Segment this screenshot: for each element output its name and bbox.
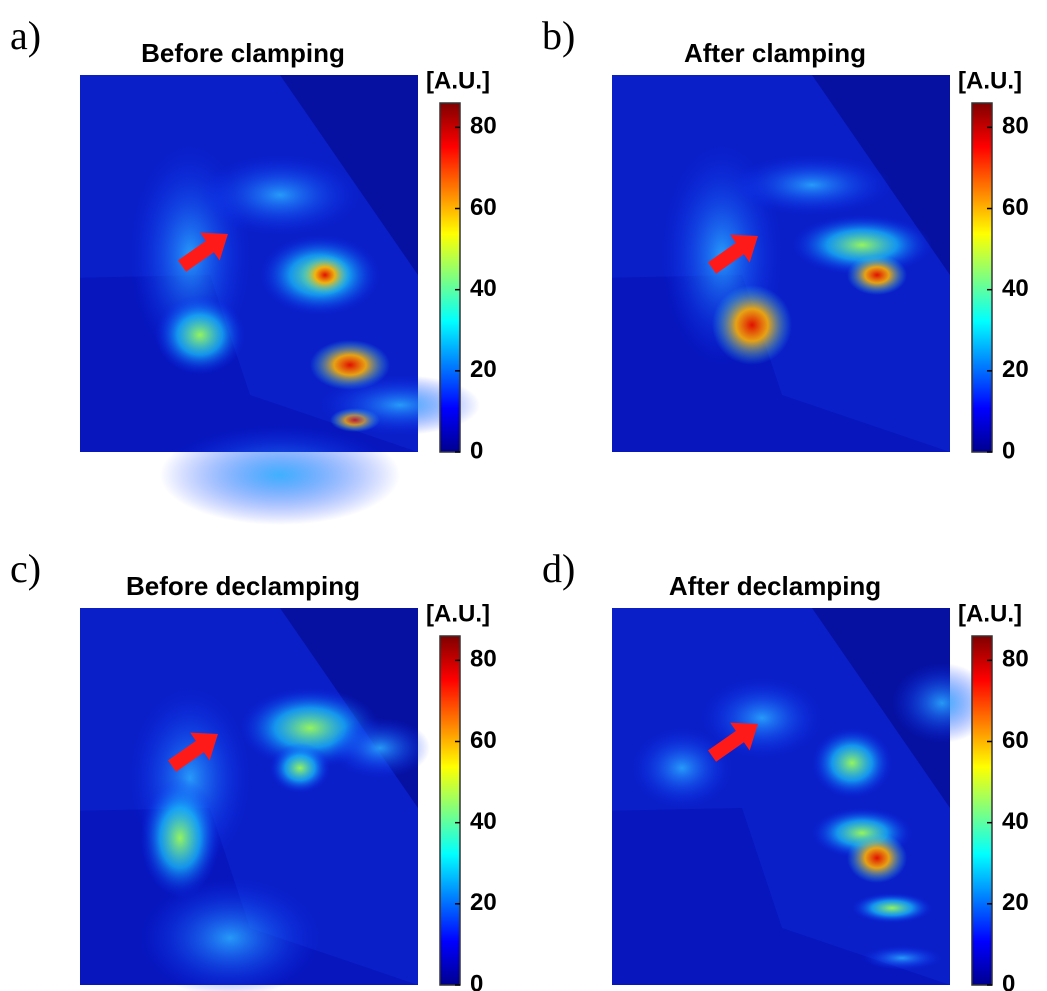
colorbar-label: [A.U.]	[958, 600, 1022, 627]
colorbar	[439, 102, 461, 453]
tick-label: 80	[470, 646, 497, 673]
panel: b) After clamping [A.U.] 0 20 40 60 80	[542, 13, 1029, 464]
colorbar-label: [A.U.]	[426, 600, 490, 627]
panel-label: b)	[542, 13, 575, 58]
panel: c) Before declamping [A.U.] 0 20 40 60 80	[10, 546, 497, 991]
tick-label: 80	[1002, 113, 1029, 140]
heatmap-texture	[812, 728, 892, 798]
tick-label: 20	[470, 356, 497, 383]
heatmap-texture	[892, 663, 992, 743]
heatmap-texture	[847, 833, 907, 883]
tick-label: 80	[1002, 646, 1029, 673]
tick-label: 20	[1002, 356, 1029, 383]
colorbar	[971, 102, 993, 453]
heatmap-texture	[792, 215, 932, 275]
heatmap-texture	[140, 778, 220, 898]
tick-label: 0	[470, 437, 483, 464]
colorbar-label: [A.U.]	[426, 67, 490, 94]
tick-label: 40	[1002, 808, 1029, 835]
colorbar	[439, 635, 461, 986]
tick-label: 60	[470, 727, 497, 754]
heatmap-texture	[862, 946, 942, 970]
panel-title: Before declamping	[126, 571, 360, 601]
tick-label: 0	[1002, 437, 1015, 464]
arrow	[708, 722, 758, 762]
tick-label: 20	[470, 889, 497, 916]
heatmap-texture	[300, 255, 350, 295]
heatmap-texture	[632, 728, 732, 808]
tick-label: 0	[1002, 970, 1015, 991]
tick-label: 40	[470, 808, 497, 835]
tick-label: 60	[1002, 194, 1029, 221]
tick-label: 0	[470, 970, 483, 991]
arrow	[168, 732, 218, 772]
panel-title: After declamping	[669, 571, 881, 601]
tick-label: 20	[1002, 889, 1029, 916]
heatmap-texture	[852, 893, 932, 923]
tick-label: 60	[470, 194, 497, 221]
panel-label: c)	[10, 546, 41, 591]
panel-label: a)	[10, 13, 41, 58]
panel: d) After declamping [A.U.] 0 20 40 60 80	[542, 546, 1029, 991]
panel-label: d)	[542, 546, 575, 591]
tick-label: 80	[470, 113, 497, 140]
heatmap-texture	[712, 285, 792, 365]
tick-label: 40	[470, 275, 497, 302]
tick-label: 60	[1002, 727, 1029, 754]
heatmap-texture	[160, 425, 400, 525]
panel-title: Before clamping	[141, 38, 345, 68]
heatmap-texture	[270, 743, 330, 793]
colorbar-label: [A.U.]	[958, 67, 1022, 94]
heatmap-texture	[330, 718, 430, 778]
heatmap-texture	[732, 155, 892, 215]
tick-label: 40	[1002, 275, 1029, 302]
arrow	[178, 232, 228, 272]
heatmap-texture	[155, 295, 245, 375]
arrow	[708, 234, 758, 274]
heatmap-texture	[847, 255, 907, 295]
heatmap-dark-region	[812, 608, 950, 808]
heatmap-dark-region	[612, 808, 950, 985]
heatmap-texture	[140, 878, 320, 991]
panel-title: After clamping	[684, 38, 866, 68]
panel: a) Before clamping [A.U.] 0 20 40 60 80	[10, 13, 497, 525]
colorbar	[971, 635, 993, 986]
heatmap-texture	[200, 155, 360, 235]
